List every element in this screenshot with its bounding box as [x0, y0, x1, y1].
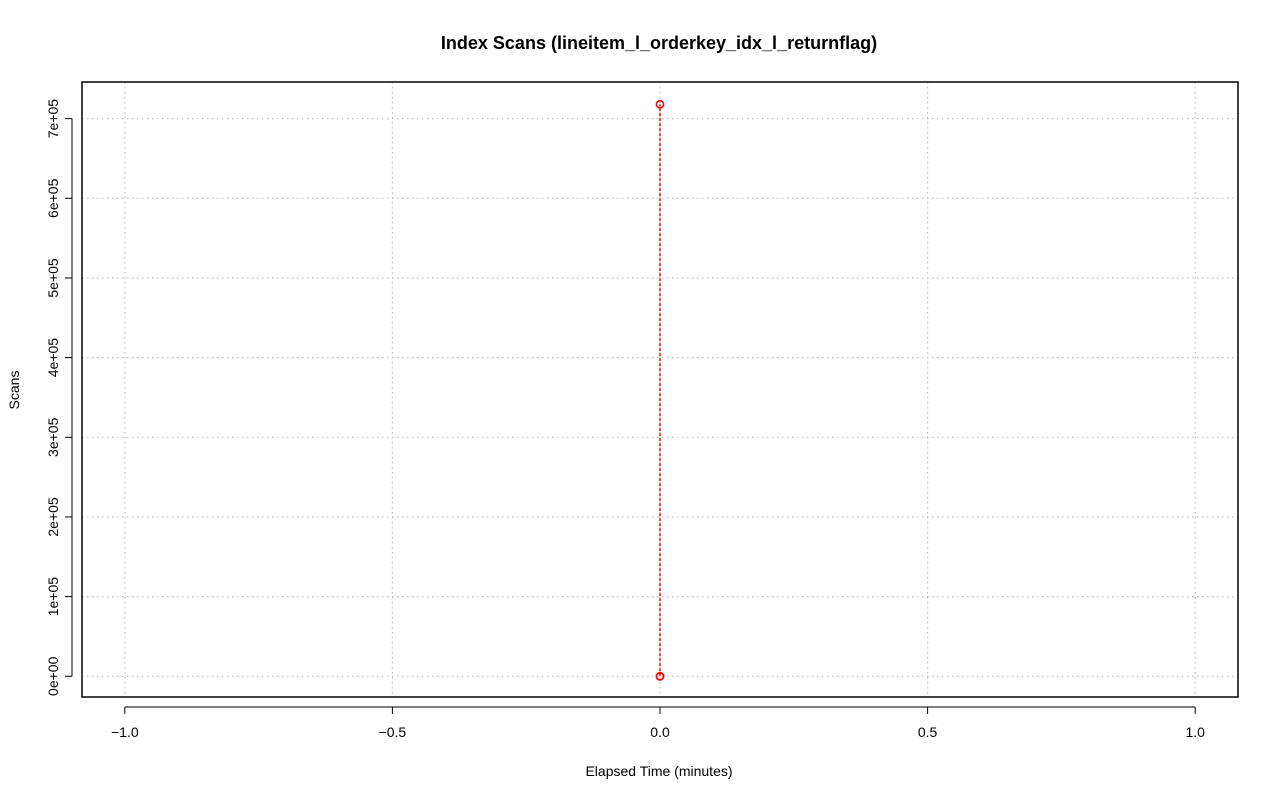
data-point: [655, 671, 665, 681]
x-axis: −1.0 −0.5 0.0 0.5 1.0: [111, 706, 1205, 740]
y-tick-label: 6e+05: [45, 178, 61, 218]
plot-frame: [81, 81, 1239, 698]
x-tick-label: 0.0: [650, 724, 670, 740]
y-axis: 0e+00 1e+05 2e+05 3e+05 4e+05 5e+05 6e+05 7e+05: [45, 99, 73, 696]
y-tick-label: 3e+05: [45, 417, 61, 457]
y-tick-label: 5e+05: [45, 258, 61, 298]
y-tick-label: 4e+05: [45, 338, 61, 378]
data-point: [655, 99, 665, 109]
x-tick-label: 1.0: [1185, 724, 1205, 740]
y-axis-label: Scans: [6, 371, 22, 410]
y-tick-label: 0e+00: [45, 656, 61, 696]
x-axis-label: Elapsed Time (minutes): [585, 763, 732, 779]
y-tick-label: 1e+05: [45, 577, 61, 617]
y-tick-label: 7e+05: [45, 99, 61, 139]
x-tick-label: −1.0: [111, 724, 139, 740]
x-tick-label: 0.5: [918, 724, 938, 740]
series-layer: [655, 99, 665, 681]
x-tick-label: −0.5: [379, 724, 407, 740]
chart-title: Index Scans (lineitem_l_orderkey_idx_l_r…: [441, 33, 877, 53]
y-tick-label: 2e+05: [45, 497, 61, 537]
